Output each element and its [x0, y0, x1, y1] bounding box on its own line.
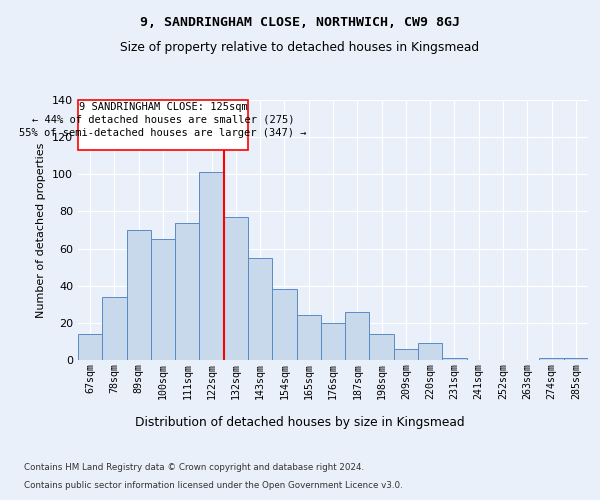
Text: 9, SANDRINGHAM CLOSE, NORTHWICH, CW9 8GJ: 9, SANDRINGHAM CLOSE, NORTHWICH, CW9 8GJ: [140, 16, 460, 29]
Text: Distribution of detached houses by size in Kingsmead: Distribution of detached houses by size …: [135, 416, 465, 429]
Text: 55% of semi-detached houses are larger (347) →: 55% of semi-detached houses are larger (…: [19, 128, 307, 138]
Text: 9 SANDRINGHAM CLOSE: 125sqm: 9 SANDRINGHAM CLOSE: 125sqm: [79, 102, 247, 112]
Bar: [442, 358, 467, 360]
Text: ← 44% of detached houses are smaller (275): ← 44% of detached houses are smaller (27…: [32, 114, 294, 124]
Bar: [248, 258, 272, 360]
Bar: [199, 172, 224, 360]
Text: Size of property relative to detached houses in Kingsmead: Size of property relative to detached ho…: [121, 41, 479, 54]
Bar: [418, 344, 442, 360]
Bar: [296, 316, 321, 360]
Bar: [564, 358, 588, 360]
Bar: [272, 290, 296, 360]
Bar: [151, 240, 175, 360]
Bar: [224, 217, 248, 360]
Bar: [127, 230, 151, 360]
Bar: [370, 334, 394, 360]
Bar: [345, 312, 370, 360]
Text: Contains public sector information licensed under the Open Government Licence v3: Contains public sector information licen…: [24, 480, 403, 490]
Bar: [78, 334, 102, 360]
Bar: [539, 358, 564, 360]
Y-axis label: Number of detached properties: Number of detached properties: [37, 142, 46, 318]
Bar: [78, 100, 248, 150]
Bar: [102, 297, 127, 360]
Bar: [321, 323, 345, 360]
Bar: [175, 222, 199, 360]
Bar: [394, 349, 418, 360]
Text: Contains HM Land Registry data © Crown copyright and database right 2024.: Contains HM Land Registry data © Crown c…: [24, 463, 364, 472]
